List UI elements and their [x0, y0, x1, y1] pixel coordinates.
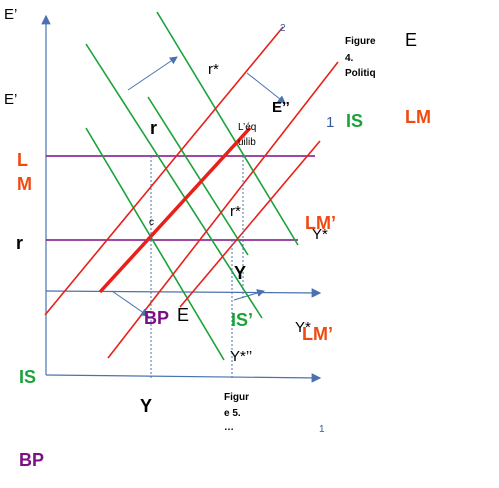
label: … — [224, 422, 234, 433]
label: BP — [19, 450, 44, 470]
is-curves — [85, 11, 299, 361]
label: r* — [208, 61, 219, 78]
label: LM’ — [305, 213, 336, 233]
label: E’ — [4, 6, 17, 23]
label: Figur — [224, 392, 249, 403]
label: 2 — [280, 23, 286, 34]
label: 1 — [319, 424, 325, 435]
label: 1 — [326, 114, 334, 131]
label: E — [177, 305, 189, 325]
label: Figure — [345, 36, 376, 47]
label: Y — [140, 396, 152, 416]
label: c — [149, 217, 154, 228]
label: LM — [405, 107, 431, 127]
label: E — [405, 30, 417, 50]
label: Y* — [295, 319, 311, 336]
shift-arrows — [111, 56, 286, 317]
label: 4. — [345, 53, 354, 64]
bp-lines — [46, 155, 315, 241]
label: Y — [234, 263, 246, 283]
label: LM’ — [302, 324, 333, 344]
label: Y* — [312, 226, 328, 243]
label: uilib — [238, 137, 256, 148]
label: IS — [19, 367, 36, 387]
label: Y*’’ — [230, 348, 252, 365]
label: Politiq — [345, 68, 376, 79]
lm-curves — [44, 26, 339, 359]
label: r* — [230, 203, 241, 220]
label: BP — [144, 308, 169, 328]
guide-lines — [150, 156, 244, 378]
label: IS’ — [231, 310, 253, 330]
label: e 5. — [224, 408, 241, 419]
label: E’’ — [272, 99, 290, 116]
label: M — [17, 174, 32, 194]
label: r — [16, 233, 23, 253]
label: r — [150, 118, 157, 138]
label: L — [17, 150, 28, 170]
label: IS — [346, 111, 363, 131]
label: L’éq — [238, 122, 256, 133]
label: E’ — [4, 91, 17, 108]
